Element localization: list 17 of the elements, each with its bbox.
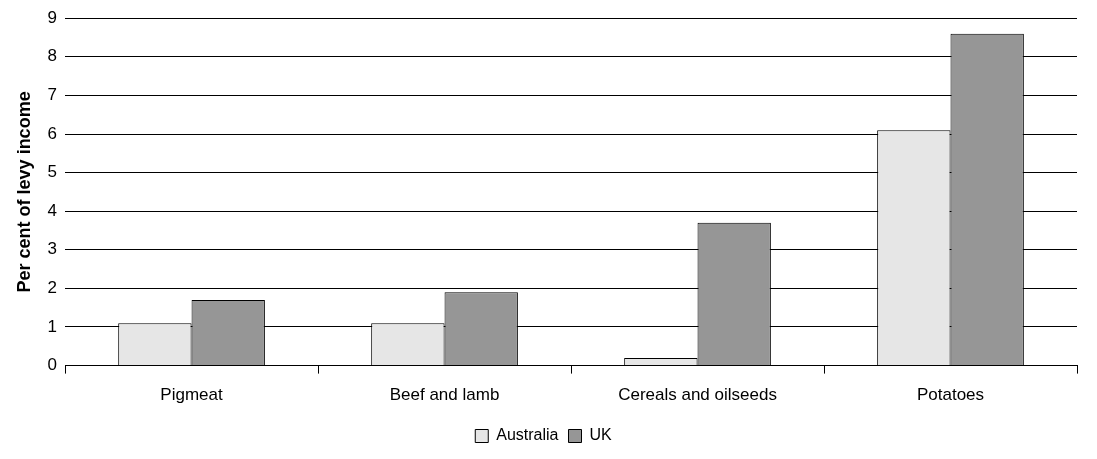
y-tick-label: 6: [47, 123, 58, 143]
legend-label: Australia: [496, 426, 559, 444]
y-tick-label: 3: [47, 239, 58, 259]
y-axis-title: Per cent of levy income: [13, 91, 34, 293]
y-tick-label: 8: [47, 46, 58, 66]
y-tick-label: 9: [47, 7, 58, 27]
x-tick-label: Beef and lamb: [389, 385, 500, 405]
legend-label: UK: [589, 426, 613, 444]
y-tick-label: 4: [47, 200, 58, 220]
y-tick-label: 5: [47, 162, 58, 182]
y-tick-label: 7: [47, 85, 58, 105]
x-tick-label: Pigmeat: [160, 385, 223, 405]
y-tick-label: 0: [47, 355, 58, 375]
x-tick-label: Cereals and oilseeds: [618, 385, 777, 405]
y-tick-label: 2: [47, 278, 58, 298]
y-tick-label: 1: [47, 316, 58, 336]
x-tick-label: Potatoes: [916, 385, 985, 405]
